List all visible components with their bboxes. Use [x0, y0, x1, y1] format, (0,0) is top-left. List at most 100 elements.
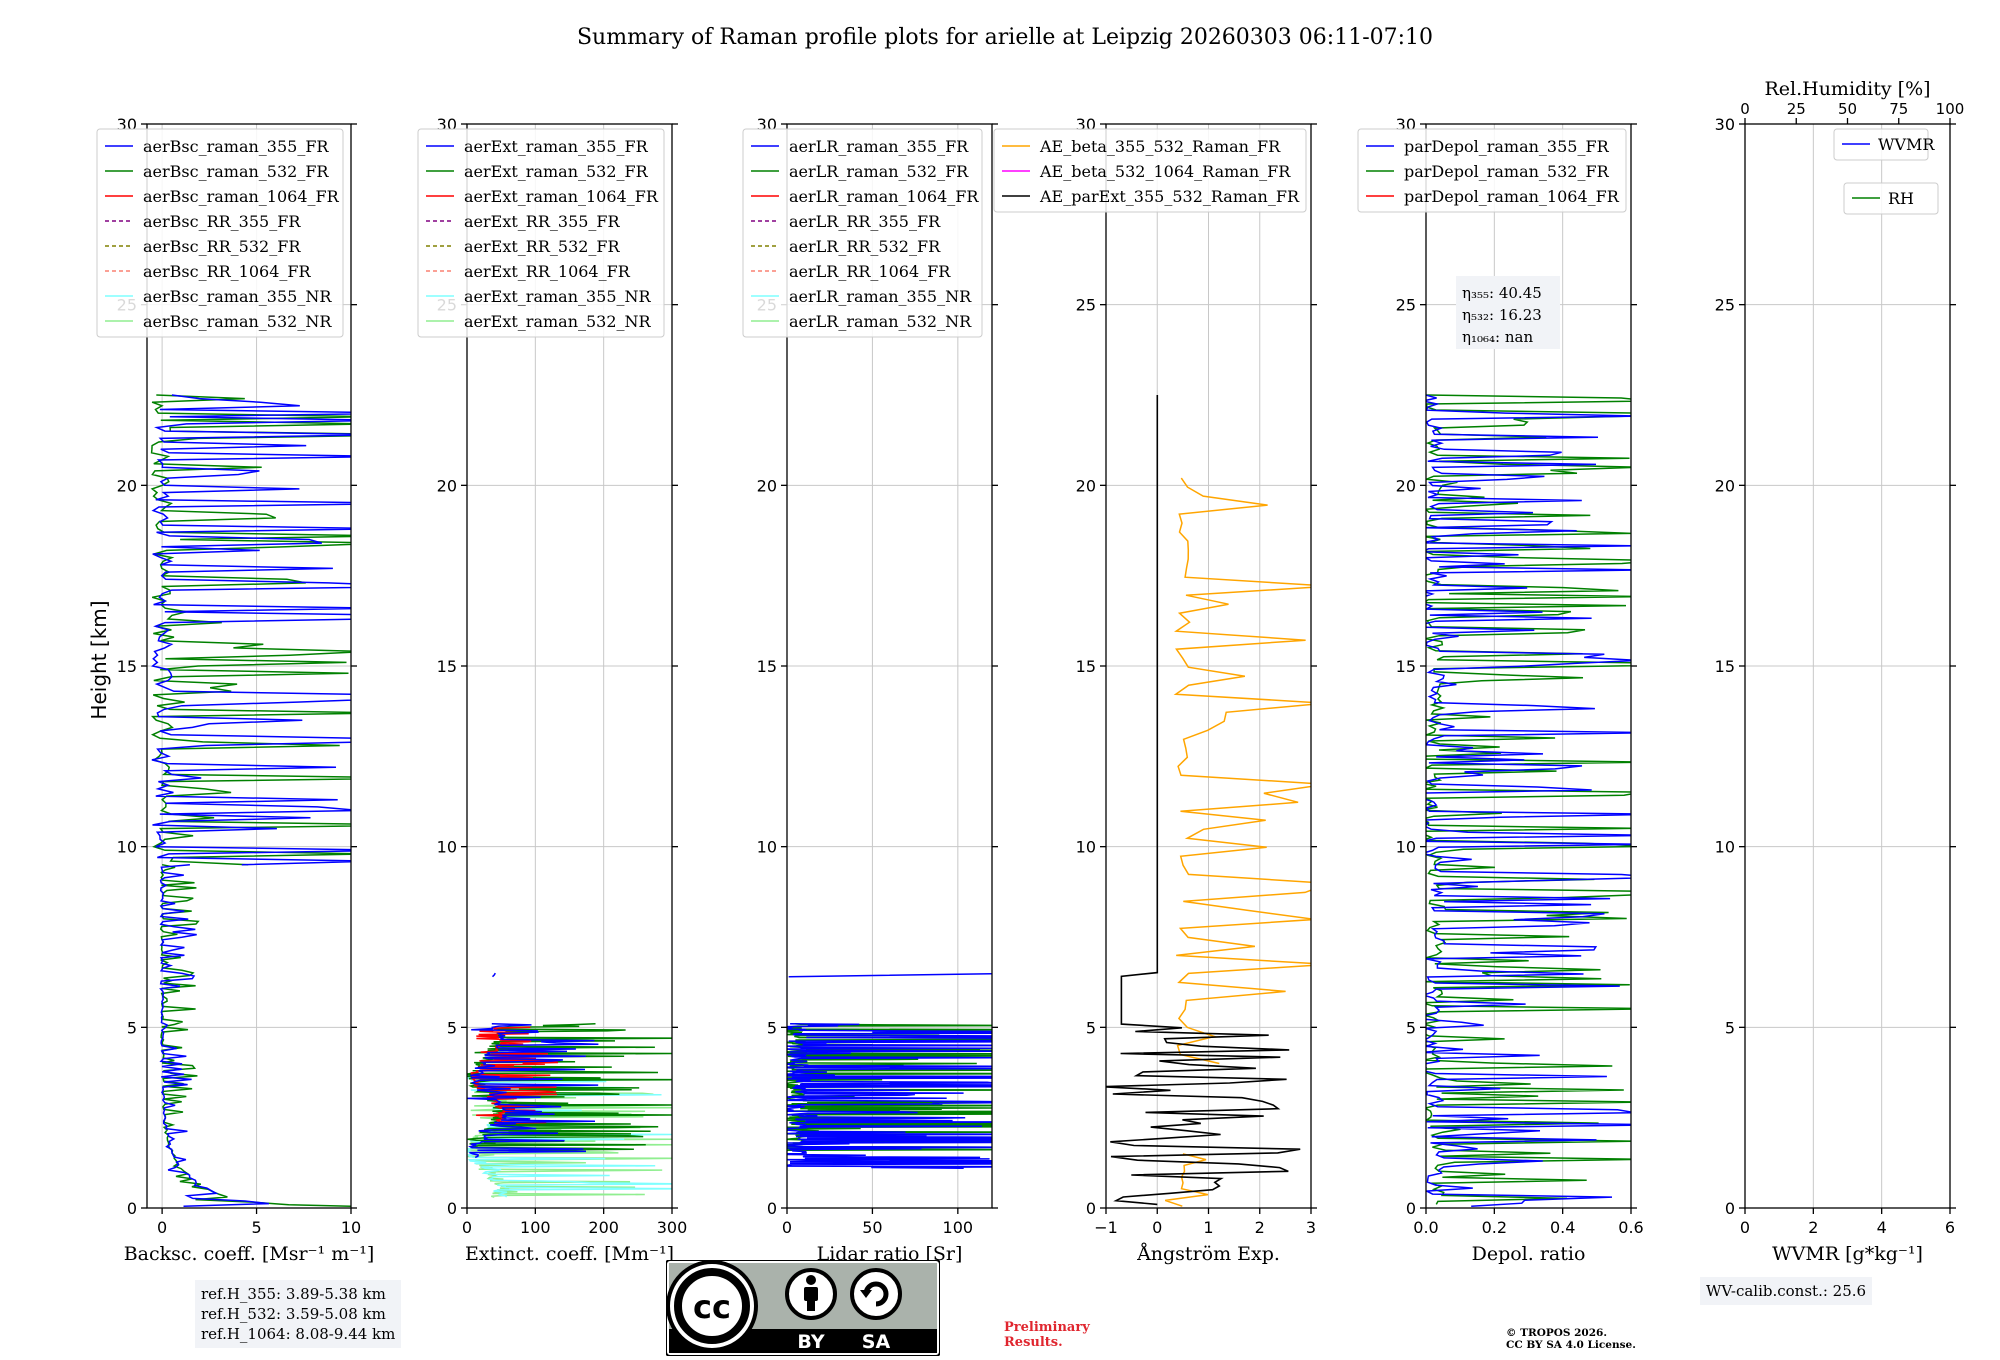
legend-entry: aerBsc_RR_1064_FR [143, 262, 312, 281]
y-tick-label: 15 [1076, 657, 1096, 676]
svg-text:cc: cc [693, 1288, 731, 1326]
x-tick-label: 6 [1945, 1218, 1955, 1237]
x-tick-label: 200 [588, 1218, 619, 1237]
y-tick-label: 25 [1715, 296, 1735, 315]
legend-wv: WVMR RH [1833, 128, 1939, 215]
eta-line: η₅₃₂: 16.23 [1462, 306, 1542, 324]
legend-entry: aerLR_raman_532_FR [789, 162, 969, 181]
y-tick-label: 20 [1715, 476, 1735, 495]
legend-entry: aerLR_RR_1064_FR [789, 262, 951, 281]
x-tick-label: 10 [341, 1218, 361, 1237]
y-tick-label: 10 [117, 838, 137, 857]
top-x-axis-label: Rel.Humidity [%] [1764, 78, 1930, 100]
x-tick-label: 0 [782, 1218, 792, 1237]
y-axis-label: Height [km] [87, 600, 111, 719]
x-tick-label: 0 [462, 1218, 472, 1237]
y-tick-label: 0 [1406, 1199, 1416, 1218]
top-x-tick-label: 100 [1936, 100, 1965, 118]
y-tick-label: 20 [757, 476, 777, 495]
y-tick-label: 20 [1396, 476, 1416, 495]
y-tick-label: 10 [757, 838, 777, 857]
y-tick-label: 5 [127, 1018, 137, 1037]
cc-by-sa-logo: cc BY SA [666, 1260, 940, 1356]
legend-entry: aerLR_raman_1064_FR [789, 187, 979, 206]
legend-entry: aerLR_raman_532_NR [789, 312, 972, 331]
legend-entry: aerLR_raman_355_FR [789, 137, 969, 156]
legend-entry: aerLR_raman_355_NR [789, 287, 972, 306]
y-tick-label: 15 [1715, 657, 1735, 676]
profile-line [1426, 394, 1631, 1205]
profile-line [1106, 395, 1301, 1206]
legend-entry: parDepol_raman_1064_FR [1404, 187, 1620, 206]
x-tick-label: 2 [1808, 1218, 1818, 1237]
panel-wv: 0 2 4 6 0 5 10 15 20 25 30 WVMR [g*kg⁻¹] 0 25 50 75 100 R… [1715, 78, 1965, 1265]
x-tick-label: 0.0 [1413, 1218, 1438, 1237]
by-person-icon [785, 1268, 837, 1320]
ref-height-355: ref.H_355: 3.89-5.38 km [201, 1285, 386, 1303]
legend-entry: aerExt_raman_355_NR [464, 287, 652, 306]
legend-entry: AE_parExt_355_532_Raman_FR [1039, 187, 1300, 206]
x-axis-label-wv: WVMR [g*kg⁻¹] [1772, 1243, 1923, 1265]
legend-entry: aerBsc_raman_355_FR [143, 137, 329, 156]
x-tick-label: 0.2 [1482, 1218, 1507, 1237]
x-axis-label-depol: Depol. ratio [1472, 1243, 1586, 1265]
profile-line [467, 1022, 672, 1151]
x-tick-label: 1 [1203, 1218, 1213, 1237]
figure-title: Summary of Raman profile plots for ariel… [577, 25, 1433, 50]
y-tick-label: 25 [1396, 296, 1416, 315]
grid-wv [1744, 123, 1951, 1209]
preliminary-results-note: Preliminary Results. [1004, 1320, 1090, 1350]
legend-bsc: aerBsc_raman_355_FR aerBsc_raman_532_FRae… [96, 128, 344, 338]
legend-entry: parDepol_raman_532_FR [1404, 162, 1610, 181]
x-tick-label: 3 [1306, 1218, 1316, 1237]
x-tick-label: 100 [520, 1218, 551, 1237]
x-tick-label: 5 [251, 1218, 261, 1237]
legend-entry: aerBsc_raman_1064_FR [143, 187, 340, 206]
panels: 0510051015202530Backsc. coeff. [Msr⁻¹ m⁻… [96, 78, 1965, 1265]
legend-entry: AE_beta_532_1064_Raman_FR [1039, 162, 1291, 181]
x-tick-label: 0 [1740, 1218, 1750, 1237]
y-tick-label: 15 [757, 657, 777, 676]
y-tick-label: 30 [1715, 115, 1735, 134]
x-tick-label: 300 [657, 1218, 688, 1237]
profiles-bsc [150, 394, 351, 1208]
legend-depol: parDepol_raman_355_FR parDepol_raman_532_… [1357, 128, 1627, 213]
legend-lr: aerLR_raman_355_FR aerLR_raman_532_FR aerL… [742, 128, 983, 338]
by-label: BY [797, 1331, 824, 1353]
grid-ae [1105, 123, 1312, 1209]
y-tick-label: 0 [127, 1199, 137, 1218]
y-tick-label: 5 [767, 1018, 777, 1037]
panel-ext: 0100200300051015202530Extinct. coeff. [M… [417, 115, 688, 1265]
legend-entry: aerExt_raman_532_NR [464, 312, 652, 331]
x-axis-label-bsc: Backsc. coeff. [Msr⁻¹ m⁻¹] [124, 1243, 375, 1265]
y-tick-label: 5 [447, 1018, 457, 1037]
top-x-tick-label: 75 [1889, 100, 1908, 118]
panel-lr: 050100051015202530Lidar ratio [Sr]aerLR_… [742, 115, 998, 1265]
legend-entry: aerExt_RR_532_FR [464, 237, 621, 256]
wv-calib-const: WV-calib.const.: 25.6 [1706, 1282, 1867, 1300]
legend-entry: AE_beta_355_532_Raman_FR [1039, 137, 1281, 156]
profiles-ae [1106, 395, 1311, 1207]
y-tick-label: 0 [447, 1199, 457, 1218]
legend-entry: aerBsc_RR_355_FR [143, 212, 301, 231]
y-tick-label: 25 [1076, 296, 1096, 315]
x-tick-label: 4 [1877, 1218, 1887, 1237]
legend-entry: aerExt_RR_355_FR [464, 212, 621, 231]
profile-line [467, 972, 599, 1159]
top-x-tick-label: 25 [1787, 100, 1806, 118]
legend-entry: parDepol_raman_355_FR [1404, 137, 1610, 156]
y-tick-label: 0 [767, 1199, 777, 1218]
legend-entry: aerExt_raman_1064_FR [464, 187, 659, 206]
profiles-ext [467, 972, 672, 1198]
legend-entry: aerBsc_RR_532_FR [143, 237, 301, 256]
y-tick-label: 15 [117, 657, 137, 676]
y-tick-label: 10 [1396, 838, 1416, 857]
x-axis-label-ext: Extinct. coeff. [Mm⁻¹] [465, 1243, 674, 1265]
legend-entry: aerBsc_raman_355_NR [143, 287, 332, 306]
depol-eta-annotation: η₃₅₅: 40.45 η₅₃₂: 16.23 η₁₀₆₄: nan [1456, 276, 1560, 349]
legend-ae: AE_beta_355_532_Raman_FR AE_beta_532_1064… [993, 128, 1307, 213]
legend-entry: aerBsc_raman_532_NR [143, 312, 332, 331]
eta-line: η₁₀₆₄: nan [1462, 328, 1533, 346]
